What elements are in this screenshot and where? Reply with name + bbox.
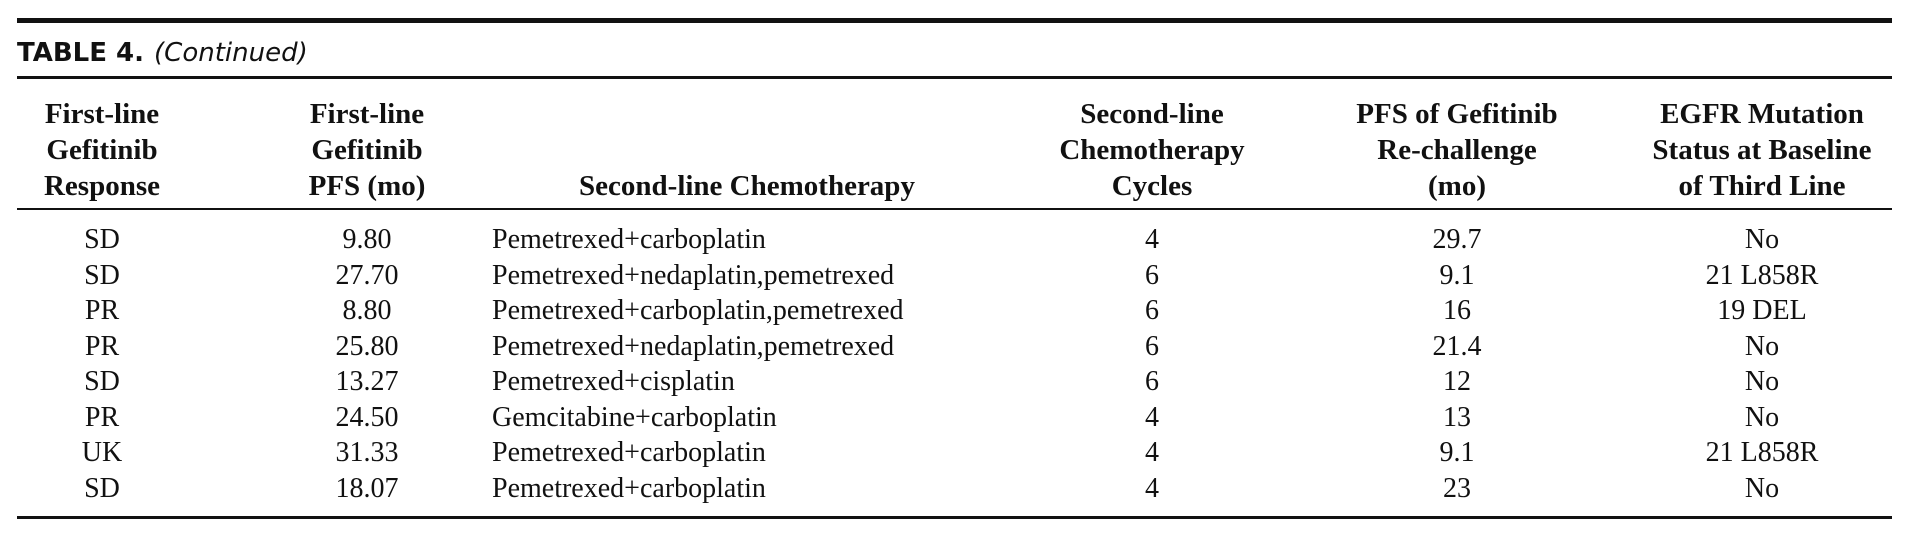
header-first-line-response: First-line Gefitinib Response — [17, 88, 187, 204]
cell-response: SD — [84, 259, 120, 291]
cell-response: PR — [84, 401, 120, 433]
header-line: First-line — [309, 98, 425, 130]
table-page: TABLE 4. (Continued) First-line Gefitinib… — [17, 0, 1892, 536]
header-line: Gefitinib — [46, 134, 158, 166]
header-line: PFS (mo) — [308, 170, 426, 202]
cell-rechallenge-pfs: 21.4 — [1432, 330, 1482, 362]
cell-egfr-status: No — [1744, 366, 1780, 397]
header-line: Status at Baseline — [1652, 134, 1872, 166]
cell-first-line-pfs: 31.33 — [335, 437, 399, 468]
table-row: PR 24.50 Gemcitabine+carboplatin 4 13 No — [17, 400, 1892, 436]
table-row: SD 13.27 Pemetrexed+cisplatin 6 12 No — [17, 364, 1892, 400]
cell-first-line-pfs: 8.80 — [342, 295, 392, 326]
cell-first-line-pfs: 25.80 — [335, 330, 399, 362]
header-line: of Third Line — [1678, 170, 1846, 202]
header-line: Re-challenge — [1377, 134, 1537, 166]
cell-egfr-status: No — [1744, 224, 1780, 255]
cell-response: SD — [84, 224, 120, 255]
cell-rechallenge-pfs: 23 — [1443, 472, 1471, 504]
table-body: SD 9.80 Pemetrexed+carboplatin 4 29.7 No… — [17, 222, 1892, 506]
cell-first-line-pfs: 9.80 — [342, 224, 392, 255]
cell-first-line-pfs: 24.50 — [335, 401, 399, 433]
cell-first-line-pfs: 27.70 — [335, 259, 399, 291]
cell-rechallenge-pfs: 13 — [1443, 401, 1471, 433]
cell-egfr-status: No — [1744, 472, 1780, 504]
header-line: (mo) — [1428, 170, 1486, 202]
cell-cycles: 4 — [1145, 224, 1159, 255]
cell-cycles: 6 — [1145, 259, 1159, 291]
cell-response: SD — [84, 472, 120, 504]
cell-chemotherapy: Pemetrexed+carboplatin,pemetrexed — [492, 295, 904, 326]
cell-rechallenge-pfs: 16 — [1443, 295, 1471, 326]
table-row: PR 25.80 Pemetrexed+nedaplatin,pemetrexe… — [17, 329, 1892, 365]
caption-subtitle: (Continued) — [154, 38, 308, 68]
cell-first-line-pfs: 13.27 — [335, 366, 399, 397]
header-line: EGFR Mutation — [1660, 98, 1864, 130]
cell-egfr-status: 21 L858R — [1705, 259, 1819, 291]
cell-response: PR — [84, 295, 120, 326]
header-line: Second-line — [1080, 98, 1224, 130]
cell-chemotherapy: Pemetrexed+carboplatin — [492, 472, 766, 504]
header-top-rule — [17, 76, 1892, 79]
header-chemotherapy-cycles: Second-line Chemotherapy Cycles — [1037, 88, 1267, 204]
cell-chemotherapy: Pemetrexed+carboplatin — [492, 437, 766, 468]
table-row: UK 31.33 Pemetrexed+carboplatin 4 9.1 21… — [17, 435, 1892, 471]
header-second-line-chemotherapy: Second-line Chemotherapy — [507, 88, 987, 204]
top-rule — [17, 18, 1892, 23]
header-line: Cycles — [1111, 170, 1193, 202]
table-row: SD 27.70 Pemetrexed+nedaplatin,pemetrexe… — [17, 258, 1892, 294]
header-first-line-pfs: First-line Gefitinib PFS (mo) — [262, 88, 472, 204]
header-line: Response — [43, 170, 160, 202]
table-row: SD 18.07 Pemetrexed+carboplatin 4 23 No — [17, 471, 1892, 507]
caption-label: TABLE 4. — [17, 38, 145, 68]
cell-cycles: 4 — [1145, 401, 1159, 433]
cell-chemotherapy: Pemetrexed+nedaplatin,pemetrexed — [492, 330, 895, 362]
cell-cycles: 6 — [1145, 330, 1159, 362]
cell-chemotherapy: Gemcitabine+carboplatin — [492, 401, 777, 433]
header-line: First-line — [44, 98, 160, 130]
cell-response: PR — [84, 330, 120, 362]
cell-rechallenge-pfs: 9.1 — [1439, 437, 1475, 468]
header-line: Gefitinib — [311, 134, 423, 166]
cell-first-line-pfs: 18.07 — [335, 472, 399, 504]
header-line: Chemotherapy — [1059, 134, 1245, 166]
cell-chemotherapy: Pemetrexed+carboplatin — [492, 224, 766, 255]
cell-chemotherapy: Pemetrexed+cisplatin — [492, 366, 735, 397]
header-bottom-rule — [17, 208, 1892, 210]
cell-response: UK — [81, 437, 123, 468]
cell-rechallenge-pfs: 12 — [1443, 366, 1471, 397]
cell-egfr-status: 21 L858R — [1705, 437, 1819, 468]
table-row: SD 9.80 Pemetrexed+carboplatin 4 29.7 No — [17, 222, 1892, 258]
header-rechallenge-pfs: PFS of Gefitinib Re-challenge (mo) — [1337, 88, 1577, 204]
cell-egfr-status: No — [1744, 330, 1780, 362]
cell-egfr-status: No — [1744, 401, 1780, 433]
cell-rechallenge-pfs: 9.1 — [1439, 259, 1475, 291]
header-line: PFS of Gefitinib — [1356, 98, 1558, 130]
table-caption: TABLE 4. (Continued) — [17, 38, 308, 68]
header-egfr-mutation-status: EGFR Mutation Status at Baseline of Thir… — [1632, 88, 1892, 204]
cell-cycles: 4 — [1145, 472, 1159, 504]
bottom-rule — [17, 516, 1892, 519]
cell-chemotherapy: Pemetrexed+nedaplatin,pemetrexed — [492, 259, 895, 291]
header-line: Second-line Chemotherapy — [579, 170, 915, 202]
cell-response: SD — [84, 366, 120, 397]
cell-cycles: 6 — [1145, 366, 1159, 397]
cell-cycles: 6 — [1145, 295, 1159, 326]
table-row: PR 8.80 Pemetrexed+carboplatin,pemetrexe… — [17, 293, 1892, 329]
cell-cycles: 4 — [1145, 437, 1159, 468]
cell-rechallenge-pfs: 29.7 — [1432, 224, 1482, 255]
cell-egfr-status: 19 DEL — [1717, 295, 1807, 326]
